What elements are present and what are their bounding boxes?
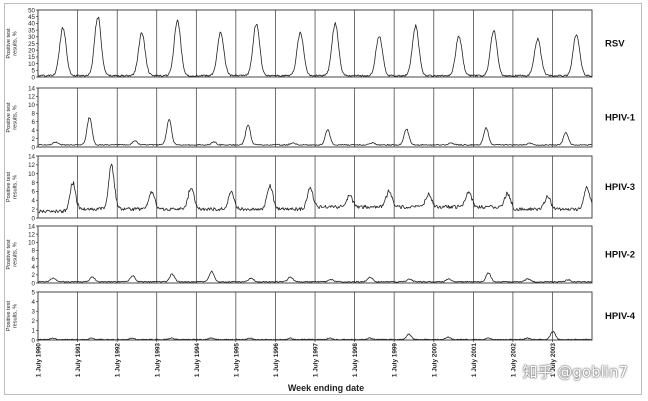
panel-label: HPIV-3 [605, 182, 635, 193]
y-tick-label: 6 [32, 189, 36, 196]
y-tick-label: 14 [28, 153, 35, 160]
x-tick-label: 1 July 2000 [431, 343, 438, 378]
y-tick-label: 0 [32, 215, 36, 222]
x-tick-label: 1 July 1995 [233, 343, 240, 378]
y-tick-label: 25 [28, 41, 35, 48]
y-tick-label: 6 [32, 256, 36, 263]
y-tick-label: 10 [28, 61, 35, 68]
y-tick-label: 4 [32, 264, 36, 271]
y-tick-label: 2 [32, 272, 36, 279]
y-axis-title: Positive testresults, % [6, 300, 19, 331]
y-tick-label: 12 [28, 231, 35, 238]
x-axis-title: Week ending date [288, 383, 364, 393]
y-tick-label: 45 [28, 14, 35, 21]
x-tick-label: 1 July 2002 [510, 343, 517, 378]
y-tick-label: 15 [28, 54, 35, 61]
y-tick-label: 8 [32, 111, 36, 118]
x-tick-label: 1 July 1999 [392, 343, 399, 378]
y-axis-title: Positive testresults, % [6, 171, 19, 202]
y-tick-label: 4 [32, 299, 36, 306]
panel-label: HPIV-2 [605, 250, 635, 261]
series-line-hpiv-2 [37, 270, 592, 283]
y-axis-title: Positive testresults, % [6, 102, 19, 133]
y-tick-label: 1 [32, 328, 36, 335]
y-tick-label: 8 [32, 248, 36, 255]
x-tick-label: 1 July 1998 [352, 343, 359, 378]
series-line-hpiv-4 [38, 331, 592, 341]
y-tick-label: 10 [28, 240, 35, 247]
y-tick-label: 8 [32, 180, 36, 187]
y-tick-label: 14 [28, 85, 35, 92]
y-tick-label: 35 [28, 27, 35, 34]
y-tick-label: 0 [32, 337, 36, 344]
x-tick-label: 1 July 1994 [194, 343, 201, 378]
y-tick-label: 0 [32, 280, 36, 287]
panel-label: HPIV-4 [605, 311, 636, 322]
y-axis-title: Positive testresults, % [6, 28, 19, 59]
series-line-rsv [37, 16, 592, 77]
x-tick-label: 1 July 1997 [313, 343, 320, 378]
y-tick-label: 10 [28, 171, 35, 178]
y-tick-label: 2 [32, 318, 36, 325]
y-tick-label: 0 [32, 74, 36, 81]
series-line-hpiv-1 [37, 117, 592, 146]
watermark: 知乎 @goblin7 [522, 363, 628, 381]
x-tick-label: 1 July 1993 [154, 343, 161, 378]
y-tick-label: 5 [32, 68, 36, 75]
y-tick-label: 30 [28, 34, 35, 41]
series-line-hpiv-3 [37, 163, 593, 214]
y-axis-title: Positive testresults, % [6, 239, 19, 270]
panel-hpiv-4: 0 1 2 3 4 5 Positive testresults, % HPIV-4 [6, 289, 636, 344]
x-tick-label: 1 July 1996 [273, 343, 280, 378]
x-tick-label: 1 July 1991 [75, 343, 82, 378]
y-tick-label: 2 [32, 136, 36, 143]
y-tick-label: 14 [28, 223, 35, 230]
y-tick-label: 5 [32, 289, 36, 296]
y-tick-label: 4 [32, 127, 36, 134]
x-tick-label: 1 July 1992 [115, 343, 122, 378]
panel-hpiv-3: 0 24 6 8 10 12 14 Positive testresults, % HPIV-3 [6, 153, 635, 222]
y-tick-label: 10 [28, 102, 35, 109]
y-tick-label: 12 [28, 162, 35, 169]
y-tick-label: 40 [28, 21, 35, 28]
panel-label: HPIV-1 [605, 113, 636, 124]
panel-label: RSV [605, 39, 625, 50]
y-tick-label: 4 [32, 198, 36, 205]
y-tick-label: 12 [28, 94, 35, 101]
y-tick-label: 50 [28, 7, 35, 14]
y-tick-label: 2 [32, 206, 36, 213]
x-axis-tick-labels: 1 July 1990 1 July 1991 1 July 1992 1 July … [36, 340, 557, 377]
x-tick-label: 1 July 1990 [36, 343, 43, 378]
y-tick-label: 0 [32, 144, 36, 151]
x-tick-label: 1 July 2003 [550, 343, 557, 378]
y-tick-label: 3 [32, 309, 36, 316]
x-tick-label: 1 July 2001 [471, 343, 478, 378]
y-tick-label: 20 [28, 48, 35, 55]
y-tick-label: 6 [32, 119, 36, 126]
